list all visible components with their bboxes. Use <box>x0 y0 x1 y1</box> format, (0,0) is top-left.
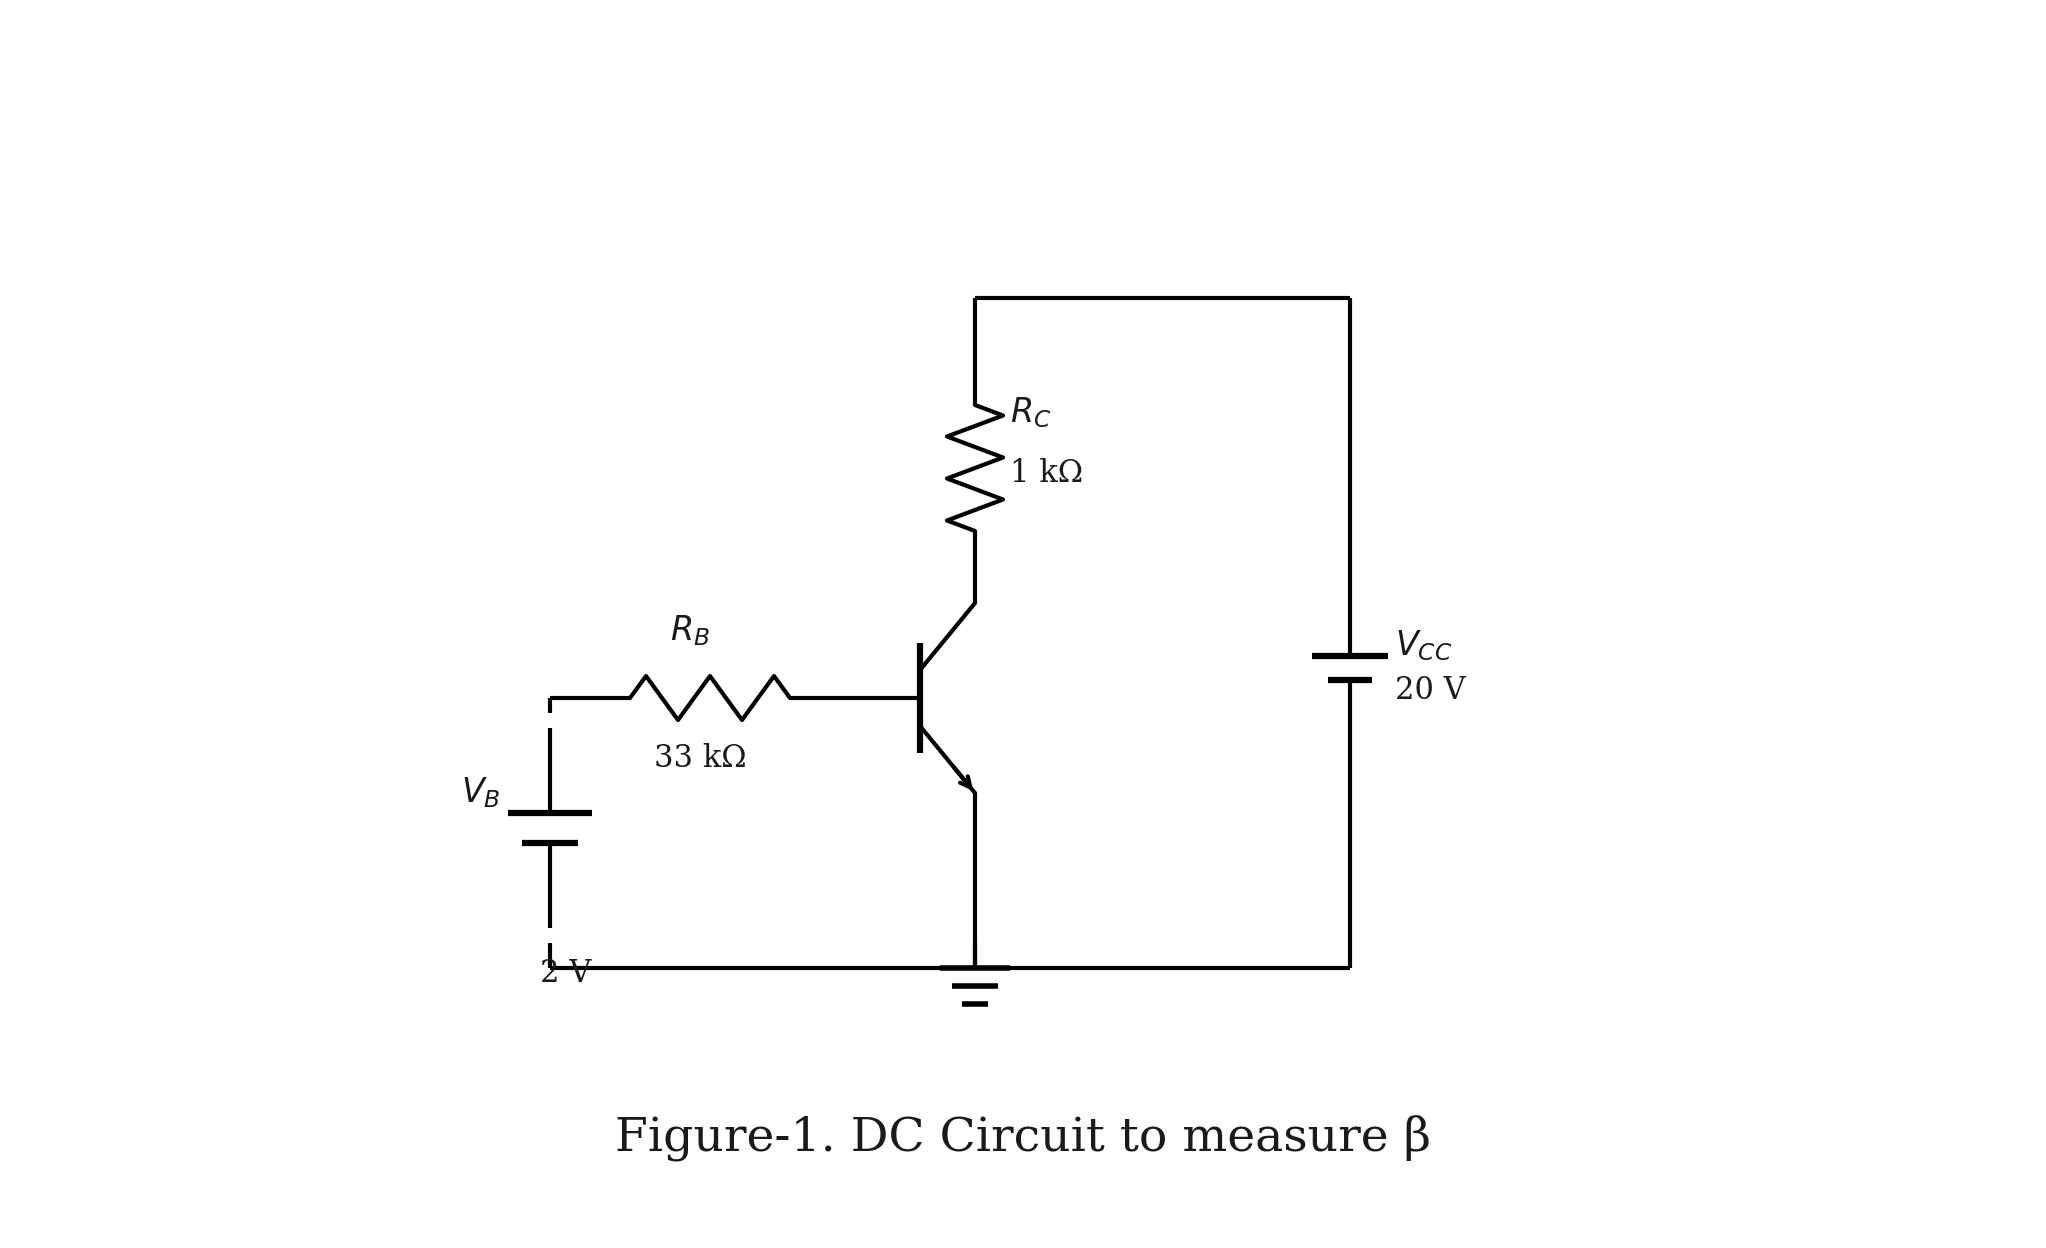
Text: $R_C$: $R_C$ <box>1011 396 1052 431</box>
Text: $V_{CC}$: $V_{CC}$ <box>1395 629 1453 664</box>
Text: Figure-1. DC Circuit to measure β: Figure-1. DC Circuit to measure β <box>616 1114 1430 1161</box>
Text: $R_B$: $R_B$ <box>671 613 710 648</box>
Text: 33 kΩ: 33 kΩ <box>653 743 747 774</box>
Text: 20 V: 20 V <box>1395 674 1465 705</box>
Text: 1 kΩ: 1 kΩ <box>1011 458 1082 488</box>
Text: $V_B$: $V_B$ <box>460 776 499 810</box>
Text: 2 V: 2 V <box>540 958 591 988</box>
